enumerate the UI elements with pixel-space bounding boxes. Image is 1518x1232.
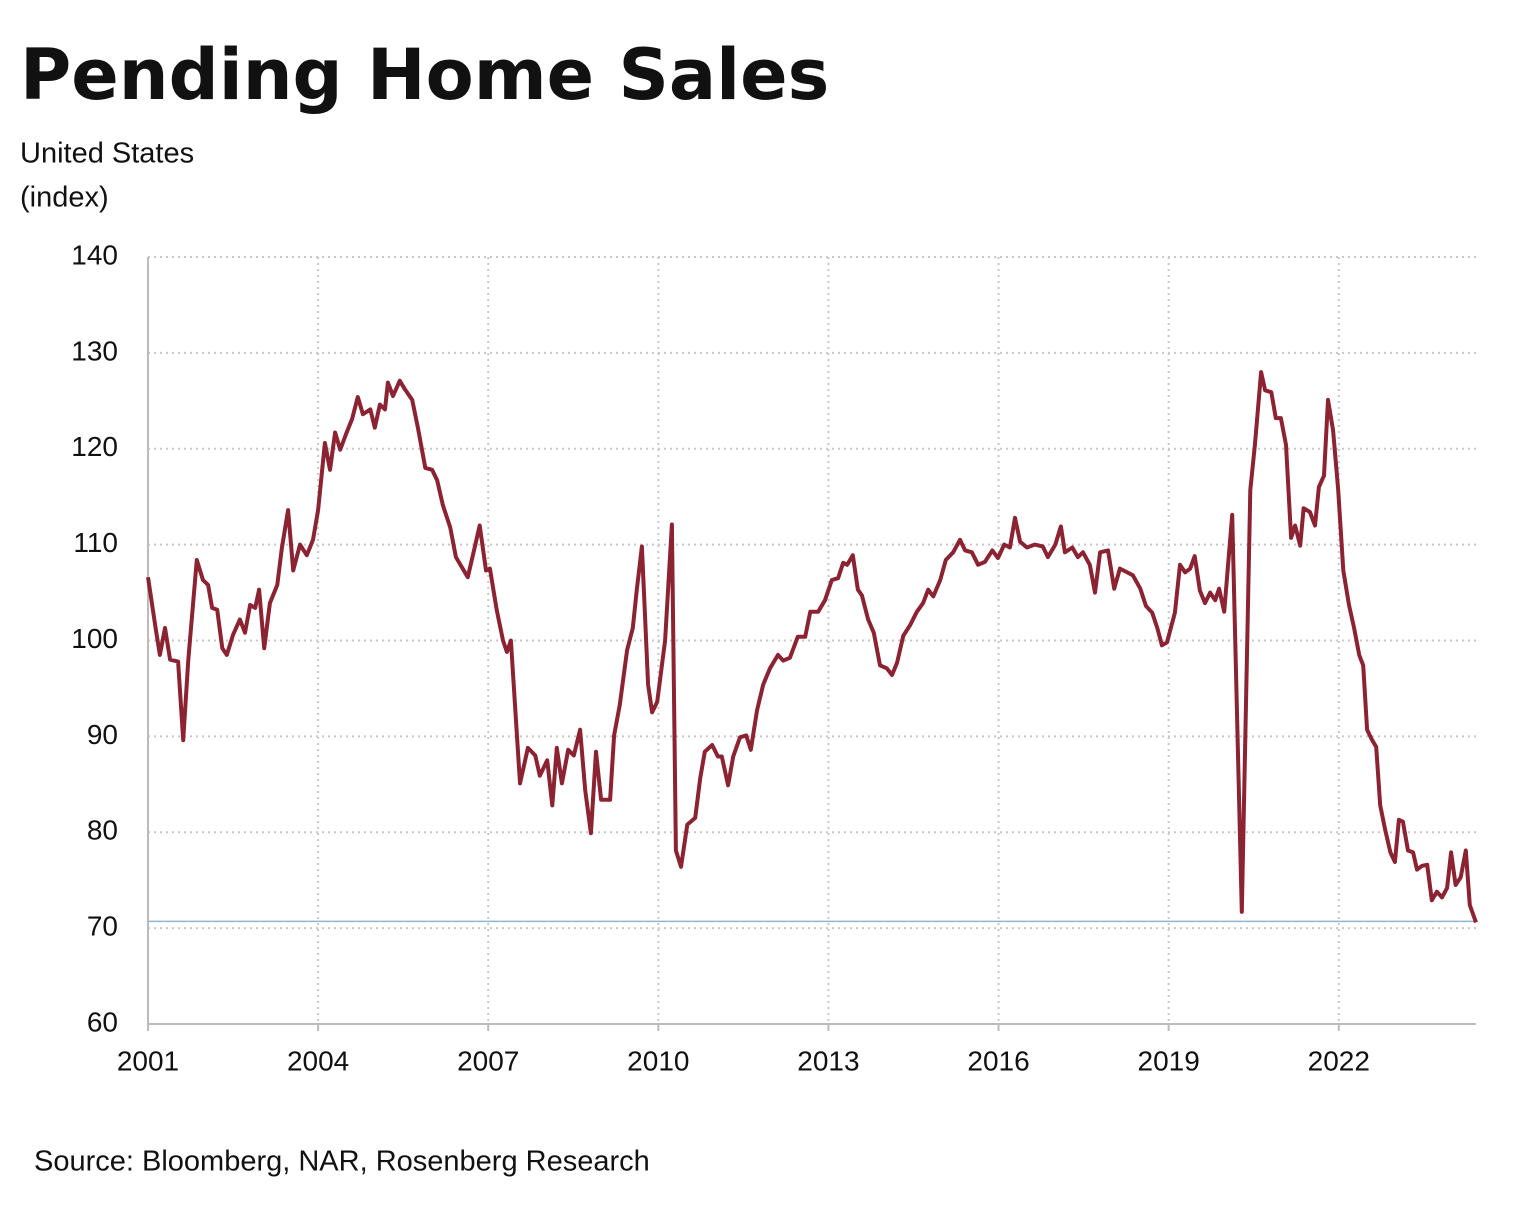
x-tick-label: 2022 [1308, 1045, 1370, 1076]
x-tick-label: 2010 [627, 1045, 689, 1076]
data-line [146, 370, 1478, 924]
y-tick-label: 90 [87, 719, 118, 750]
y-axis-label: (index) [20, 182, 109, 214]
chart-title: Pending Home Sales [20, 34, 829, 116]
y-tick-label: 100 [71, 623, 118, 654]
chart-subtitle: United States [20, 138, 194, 170]
x-tick-label: 2004 [287, 1045, 349, 1076]
y-tick-label: 70 [87, 911, 118, 942]
y-tick-label: 120 [71, 431, 118, 462]
x-tick-label: 2013 [797, 1045, 859, 1076]
source-note: Source: Bloomberg, NAR, Rosenberg Resear… [34, 1146, 650, 1178]
y-tick-label: 130 [71, 335, 118, 366]
x-tick-label: 2001 [117, 1045, 179, 1076]
x-tick-label: 2007 [457, 1045, 519, 1076]
x-tick-label: 2016 [967, 1045, 1029, 1076]
x-tick-label: 2019 [1138, 1045, 1200, 1076]
y-tick-label: 60 [87, 1006, 118, 1037]
y-tick-label: 140 [71, 239, 118, 270]
y-tick-label: 110 [73, 527, 118, 558]
y-tick-label: 80 [87, 815, 118, 846]
